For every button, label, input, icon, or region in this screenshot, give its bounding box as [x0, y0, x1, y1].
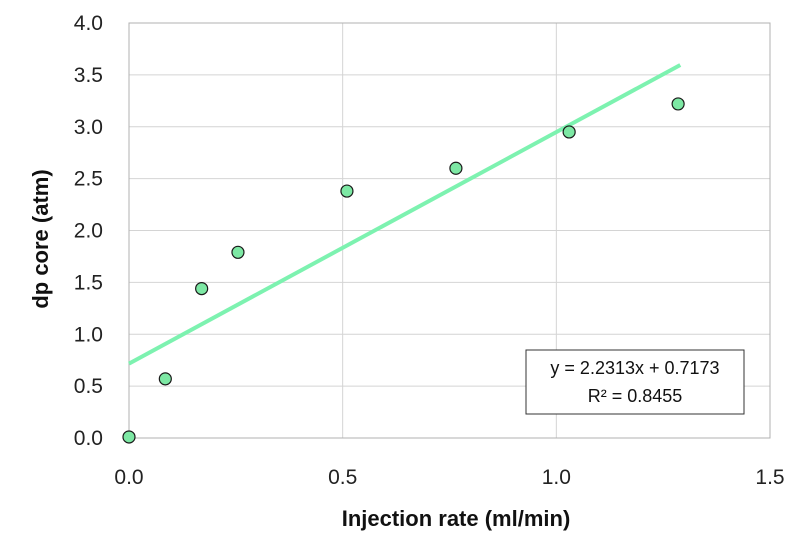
data-point: [562, 125, 576, 139]
x-tick-label: 1.0: [542, 466, 571, 489]
y-tick-label: 3.5: [74, 64, 103, 87]
data-point: [195, 282, 209, 296]
equation-box-border: [525, 349, 745, 415]
y-tick-label: 0.0: [74, 427, 103, 450]
y-axis-ticks: 0.0 0.5 1.0 1.5 2.0 2.5 3.0 3.5 4.0: [74, 12, 103, 450]
x-tick-label: 0.0: [114, 466, 143, 489]
trendline-equation: y = 2.2313x + 0.7173: [550, 358, 719, 378]
linear-trendline: [128, 63, 682, 366]
data-point: [340, 184, 354, 198]
trendline-equation-box: y = 2.2313x + 0.7173 R² = 0.8455: [525, 349, 745, 415]
y-tick-label: 4.0: [74, 12, 103, 35]
data-point: [122, 430, 136, 444]
y-tick-label: 1.0: [74, 323, 103, 346]
data-point: [231, 245, 245, 259]
x-tick-label: 0.5: [328, 466, 357, 489]
y-axis-title: dp core (atm): [28, 169, 53, 308]
y-tick-label: 2.0: [74, 220, 103, 243]
trendline-r-squared: R² = 0.8455: [588, 386, 683, 406]
plot-area-border: [128, 22, 771, 439]
x-axis-title: Injection rate (ml/min): [342, 506, 571, 531]
data-point: [449, 161, 463, 175]
y-tick-label: 1.5: [74, 271, 103, 294]
data-point: [158, 372, 172, 386]
data-points: [122, 97, 685, 444]
x-tick-label: 1.5: [755, 466, 784, 489]
y-tick-label: 2.5: [74, 168, 103, 191]
x-axis-ticks: 0.0 0.5 1.0 1.5: [114, 466, 784, 489]
y-tick-label: 0.5: [74, 375, 103, 398]
data-point: [671, 97, 685, 111]
y-tick-label: 3.0: [74, 116, 103, 139]
